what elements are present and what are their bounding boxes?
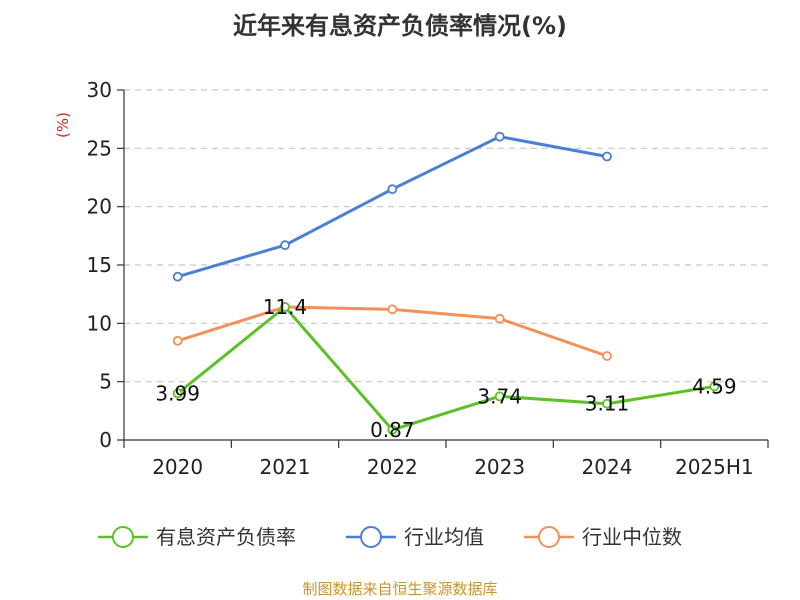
point-interest-bearing-ratio-2024	[602, 398, 612, 409]
data-label-2021: 11.4	[263, 295, 308, 319]
x-tick-label: 2020	[152, 455, 203, 479]
x-tick-label: 2025H1	[675, 455, 754, 479]
x-tick-label: 2024	[582, 455, 633, 479]
legend-label: 行业中位数	[582, 525, 682, 549]
legend-marker-icon	[360, 526, 382, 548]
series-layer	[172, 131, 720, 435]
x-tick-label: 2023	[474, 455, 525, 479]
point-interest-bearing-ratio-2023	[494, 391, 505, 402]
point-industry-average-2021	[280, 240, 290, 251]
y-tick-label: 30	[87, 78, 112, 102]
legend-item-interest-bearing-ratio[interactable]: 有息资产负债率	[98, 525, 296, 549]
chart-title: 近年来有息资产负债率情况(%)	[233, 12, 567, 40]
series-line-industry-median	[177, 305, 608, 358]
data-labels: 3.99 11.4 0.87 3.74 3.11 4.59	[155, 295, 736, 442]
y-axis-unit-label: (%)	[54, 112, 72, 138]
x-axis-ticks: 2020 2021 2022 2023 2024 2025H1	[152, 455, 753, 479]
point-industry-average-2023	[494, 131, 505, 142]
data-label-2023: 3.74	[477, 384, 522, 408]
data-label-2025H1: 4.59	[692, 374, 737, 398]
y-tick-label: 20	[87, 195, 112, 219]
y-tick-label: 10	[87, 311, 112, 335]
point-industry-median-2023	[494, 313, 505, 324]
y-tick-label: 0	[99, 428, 112, 452]
legend-label: 行业均值	[404, 525, 484, 549]
axes	[117, 89, 769, 448]
point-interest-bearing-ratio-2022	[387, 424, 398, 435]
gridlines	[124, 89, 768, 383]
source-note: 制图数据来自恒生聚源数据库	[302, 580, 497, 598]
y-tick-label: 25	[87, 136, 112, 160]
legend-marker-icon	[112, 526, 134, 548]
data-label-2024: 3.11	[585, 392, 630, 416]
legend: 有息资产负债率 行业均值 行业中位数	[98, 525, 682, 549]
point-industry-average-2022	[387, 184, 398, 195]
x-tick-label: 2022	[367, 455, 418, 479]
point-interest-bearing-ratio-2020	[172, 388, 183, 399]
series-line-interest-bearing-ratio	[176, 305, 715, 432]
point-industry-median-2020	[172, 335, 183, 346]
legend-marker-icon	[538, 526, 560, 548]
legend-item-industry-median[interactable]: 行业中位数	[524, 525, 682, 549]
point-interest-bearing-ratio-2021	[280, 302, 290, 312]
y-tick-label: 5	[99, 370, 112, 394]
legend-label: 有息资产负债率	[156, 525, 296, 549]
y-tick-label: 15	[87, 253, 112, 277]
y-axis-ticks: 0 5 10 15 20 25 30	[87, 78, 112, 452]
point-industry-average-2020	[172, 271, 183, 282]
point-industry-average-2024	[602, 151, 612, 162]
x-tick-label: 2021	[260, 455, 311, 479]
legend-item-industry-average[interactable]: 行业均值	[346, 525, 484, 549]
data-label-2022: 0.87	[370, 418, 415, 442]
point-industry-median-2022	[387, 304, 398, 315]
data-label-2020: 3.99	[155, 381, 200, 405]
point-interest-bearing-ratio-2025H1	[709, 381, 720, 392]
point-industry-median-2024	[602, 351, 612, 361]
